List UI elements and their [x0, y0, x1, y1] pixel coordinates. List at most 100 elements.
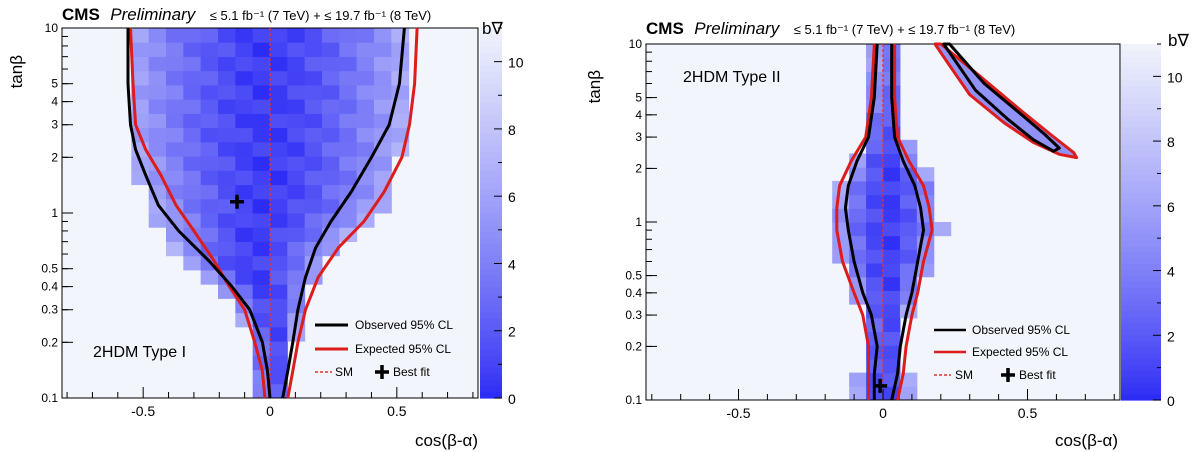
- heatmap-cell: [866, 153, 884, 168]
- heatmap-cell: [235, 213, 254, 228]
- heatmap-cell: [200, 42, 219, 57]
- heatmap-cell: [235, 255, 254, 271]
- color-scale-step: [1121, 275, 1161, 282]
- heatmap-cell: [287, 170, 306, 186]
- color-scale-step: [480, 243, 502, 251]
- color-scale-step: [480, 132, 502, 140]
- z-tick-label: 4: [508, 256, 516, 272]
- heatmap-cell: [322, 28, 340, 43]
- heatmap-cell: [235, 156, 254, 171]
- heatmap-cell: [252, 269, 271, 285]
- color-scale-step: [1121, 109, 1161, 116]
- heatmap-cell: [166, 70, 184, 86]
- heatmap-cell: [270, 312, 288, 328]
- heatmap-cell: [270, 241, 288, 257]
- heatmap-cell: [200, 184, 219, 200]
- color-scale-step: [480, 311, 502, 319]
- heatmap-cell: [374, 42, 392, 57]
- heatmap-cell: [166, 42, 184, 57]
- color-scale-step: [1121, 245, 1161, 253]
- heatmap-cell: [356, 70, 375, 86]
- color-scale-step: [1121, 346, 1161, 354]
- heatmap-cell: [166, 241, 184, 257]
- heatmap-cell: [374, 70, 392, 86]
- model-annotation: 2HDM Type I: [93, 344, 186, 361]
- heatmap-cell: [183, 156, 202, 171]
- heatmap-cell: [166, 213, 184, 228]
- heatmap-cell: [270, 156, 288, 171]
- color-scale-step: [480, 348, 502, 356]
- heatmap-cell: [166, 156, 184, 171]
- heatmap-cell: [200, 156, 219, 171]
- heatmap-cell: [270, 255, 288, 271]
- heatmap-cell: [304, 28, 323, 43]
- expected-contour: [835, 43, 876, 400]
- heatmap-cell: [356, 113, 375, 129]
- color-scale-step: [1121, 49, 1161, 57]
- heatmap-cell: [200, 227, 219, 242]
- heatmap-cell: [166, 170, 184, 186]
- color-scale-step: [1121, 251, 1161, 259]
- cms-label: CMS: [62, 5, 100, 24]
- color-scale-step: [1121, 322, 1161, 330]
- color-scale-step: [480, 52, 502, 60]
- heatmap-cell: [270, 70, 288, 86]
- heatmap-cell: [183, 198, 202, 214]
- color-scale-step: [480, 163, 502, 171]
- y-tick-label: 0.3: [625, 308, 642, 322]
- model-annotation: 2HDM Type II: [683, 69, 781, 86]
- color-scale-step: [480, 391, 502, 399]
- x-axis-label: cos(β-α): [1055, 431, 1118, 450]
- color-scale-step: [1121, 305, 1161, 312]
- heatmap-cell: [200, 113, 219, 129]
- heatmap-cell: [183, 28, 202, 43]
- heatmap-cell: [270, 227, 288, 242]
- y-tick-label: 0.5: [41, 262, 58, 276]
- color-scale-step: [480, 139, 502, 146]
- heatmap-cell: [374, 56, 392, 72]
- z-tick-label: 0: [1167, 393, 1175, 409]
- heatmap-cell: [235, 28, 254, 43]
- color-scale-step: [1121, 138, 1161, 146]
- color-scale-step: [1121, 299, 1161, 306]
- heatmap-cell: [252, 227, 271, 242]
- heatmap-cell: [235, 269, 254, 285]
- heatmap-cell: [218, 213, 236, 228]
- y-tick-label: 0.1: [625, 393, 642, 407]
- y-tick-label: 10: [45, 21, 59, 35]
- type-ii-panel: CMS Preliminary ≤ 5.1 fb⁻¹ (7 TeV) + ≤ 1…: [585, 19, 1189, 450]
- heatmap-cell: [235, 70, 254, 86]
- heatmap-cell: [166, 99, 184, 114]
- heatmap-cell: [849, 208, 867, 223]
- y-axis-label: tanβ: [585, 70, 604, 104]
- heatmap-cell: [200, 56, 219, 72]
- color-scale-step: [480, 169, 502, 177]
- heatmap-cell: [356, 184, 375, 200]
- best-fit-marker: [873, 378, 888, 393]
- expected-contour: [286, 27, 419, 399]
- heatmap-cell: [287, 42, 306, 57]
- color-scale-step: [480, 287, 502, 294]
- color-scale-step: [1121, 186, 1161, 193]
- color-scale-step: [1121, 97, 1161, 104]
- heatmap-cell: [287, 156, 306, 171]
- heatmap-cell: [304, 213, 323, 228]
- color-scale-step: [480, 262, 502, 270]
- heatmap-cell: [287, 28, 306, 43]
- heatmap-cell: [252, 198, 271, 214]
- color-scale-step: [1121, 376, 1161, 383]
- color-scale-step: [1121, 79, 1161, 87]
- lumi-label: ≤ 5.1 fb⁻¹ (7 TeV) + ≤ 19.7 fb⁻¹ (8 TeV): [210, 8, 432, 23]
- color-scale-step: [1121, 370, 1161, 377]
- heatmap-cell: [287, 99, 306, 114]
- heatmap-cell: [339, 84, 358, 100]
- heatmap-cell: [200, 213, 219, 228]
- legend: Observed 95% CL Expected 95% CL SM Best …: [315, 318, 453, 379]
- heatmap-cell: [270, 269, 288, 285]
- heatmap-cell: [148, 84, 167, 100]
- color-scale-step: [1121, 340, 1161, 348]
- heatmap-cell: [252, 70, 271, 86]
- heatmap-cell: [183, 42, 202, 57]
- heatmap-cell: [235, 170, 254, 186]
- heatmap-cell: [899, 386, 918, 401]
